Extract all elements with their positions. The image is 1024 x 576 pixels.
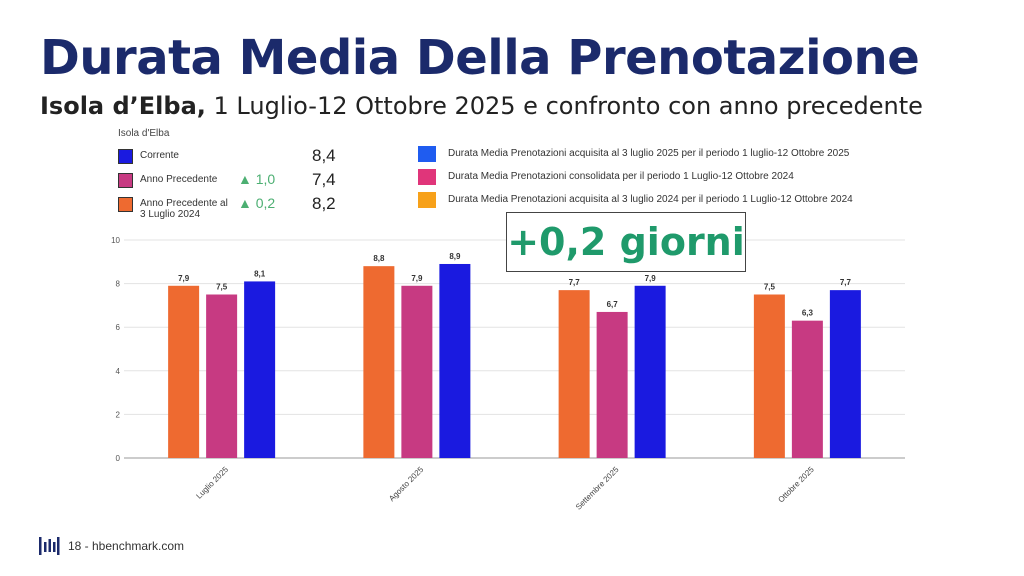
kpi-label: Anno Precedente al 3 Luglio 2024	[140, 198, 228, 220]
y-tick-label: 2	[116, 410, 121, 419]
data-label: 6,3	[802, 309, 814, 318]
legend-label: Durata Media Prenotazioni acquisita al 3…	[448, 148, 850, 159]
bar	[829, 290, 861, 458]
subtitle-location: Isola d’Elba,	[40, 92, 206, 120]
footer-text: 18 - hbenchmark.com	[68, 539, 185, 553]
legend-label: Durata Media Prenotazioni consolidata pe…	[448, 171, 794, 182]
data-label: 6,7	[607, 300, 619, 309]
kpi-heading: Isola d'Elba	[118, 128, 170, 139]
kpi-delta: ▲ 0,2	[238, 195, 276, 211]
kpi-value: 8,4	[312, 146, 336, 165]
bar	[168, 285, 200, 458]
data-label: 8,8	[373, 254, 385, 263]
legend-swatch	[418, 146, 436, 162]
legend-label: Durata Media Prenotazioni acquisita al 3…	[448, 194, 853, 205]
bar	[791, 320, 823, 458]
bar	[558, 290, 590, 458]
kpi-swatch	[118, 149, 133, 164]
x-tick-label: Luglio 2025	[194, 465, 230, 501]
kpi-label: Corrente	[140, 150, 179, 161]
kpi-value: 8,2	[312, 194, 336, 213]
data-label: 7,7	[840, 278, 852, 287]
kpi-value: 7,4	[312, 170, 336, 189]
x-tick-label: Ottobre 2025	[776, 465, 816, 505]
page-title: Durata Media Della Prenotazione	[40, 30, 920, 86]
y-tick-label: 4	[116, 367, 121, 376]
bar	[753, 294, 785, 458]
bar	[596, 311, 628, 458]
data-label: 7,9	[411, 274, 423, 283]
data-label: 8,9	[449, 252, 461, 261]
data-label: 7,9	[178, 274, 190, 283]
delta-callout: +0,2 giorni	[506, 212, 746, 272]
y-tick-label: 0	[116, 454, 121, 463]
kpi-delta: ▲ 1,0	[238, 171, 276, 187]
kpi-swatch	[118, 173, 133, 188]
y-tick-label: 6	[116, 323, 121, 332]
data-label: 7,9	[645, 274, 657, 283]
data-label: 7,7	[569, 278, 581, 287]
y-tick-label: 8	[116, 280, 121, 289]
bar	[634, 285, 666, 458]
page-subtitle: Isola d’Elba, 1 Luglio-12 Ottobre 2025 e…	[40, 92, 923, 120]
bar	[244, 281, 276, 458]
x-tick-label: Agosto 2025	[387, 465, 426, 504]
subtitle-period: 1 Luglio-12 Ottobre 2025 e confronto con…	[205, 92, 923, 120]
data-label: 7,5	[764, 283, 776, 292]
y-tick-label: 10	[111, 236, 120, 245]
kpi-label: Anno Precedente	[140, 174, 218, 185]
legend-swatch	[418, 169, 436, 185]
bar	[206, 294, 238, 458]
data-label: 7,5	[216, 283, 228, 292]
kpi-swatch	[118, 197, 133, 212]
data-label: 8,1	[254, 269, 266, 278]
x-tick-label: Settembre 2025	[574, 465, 621, 512]
bar	[363, 266, 395, 458]
hbenchmark-logo-icon	[39, 537, 60, 555]
bar	[439, 263, 471, 458]
legend-swatch	[418, 192, 436, 208]
bar	[401, 285, 433, 458]
